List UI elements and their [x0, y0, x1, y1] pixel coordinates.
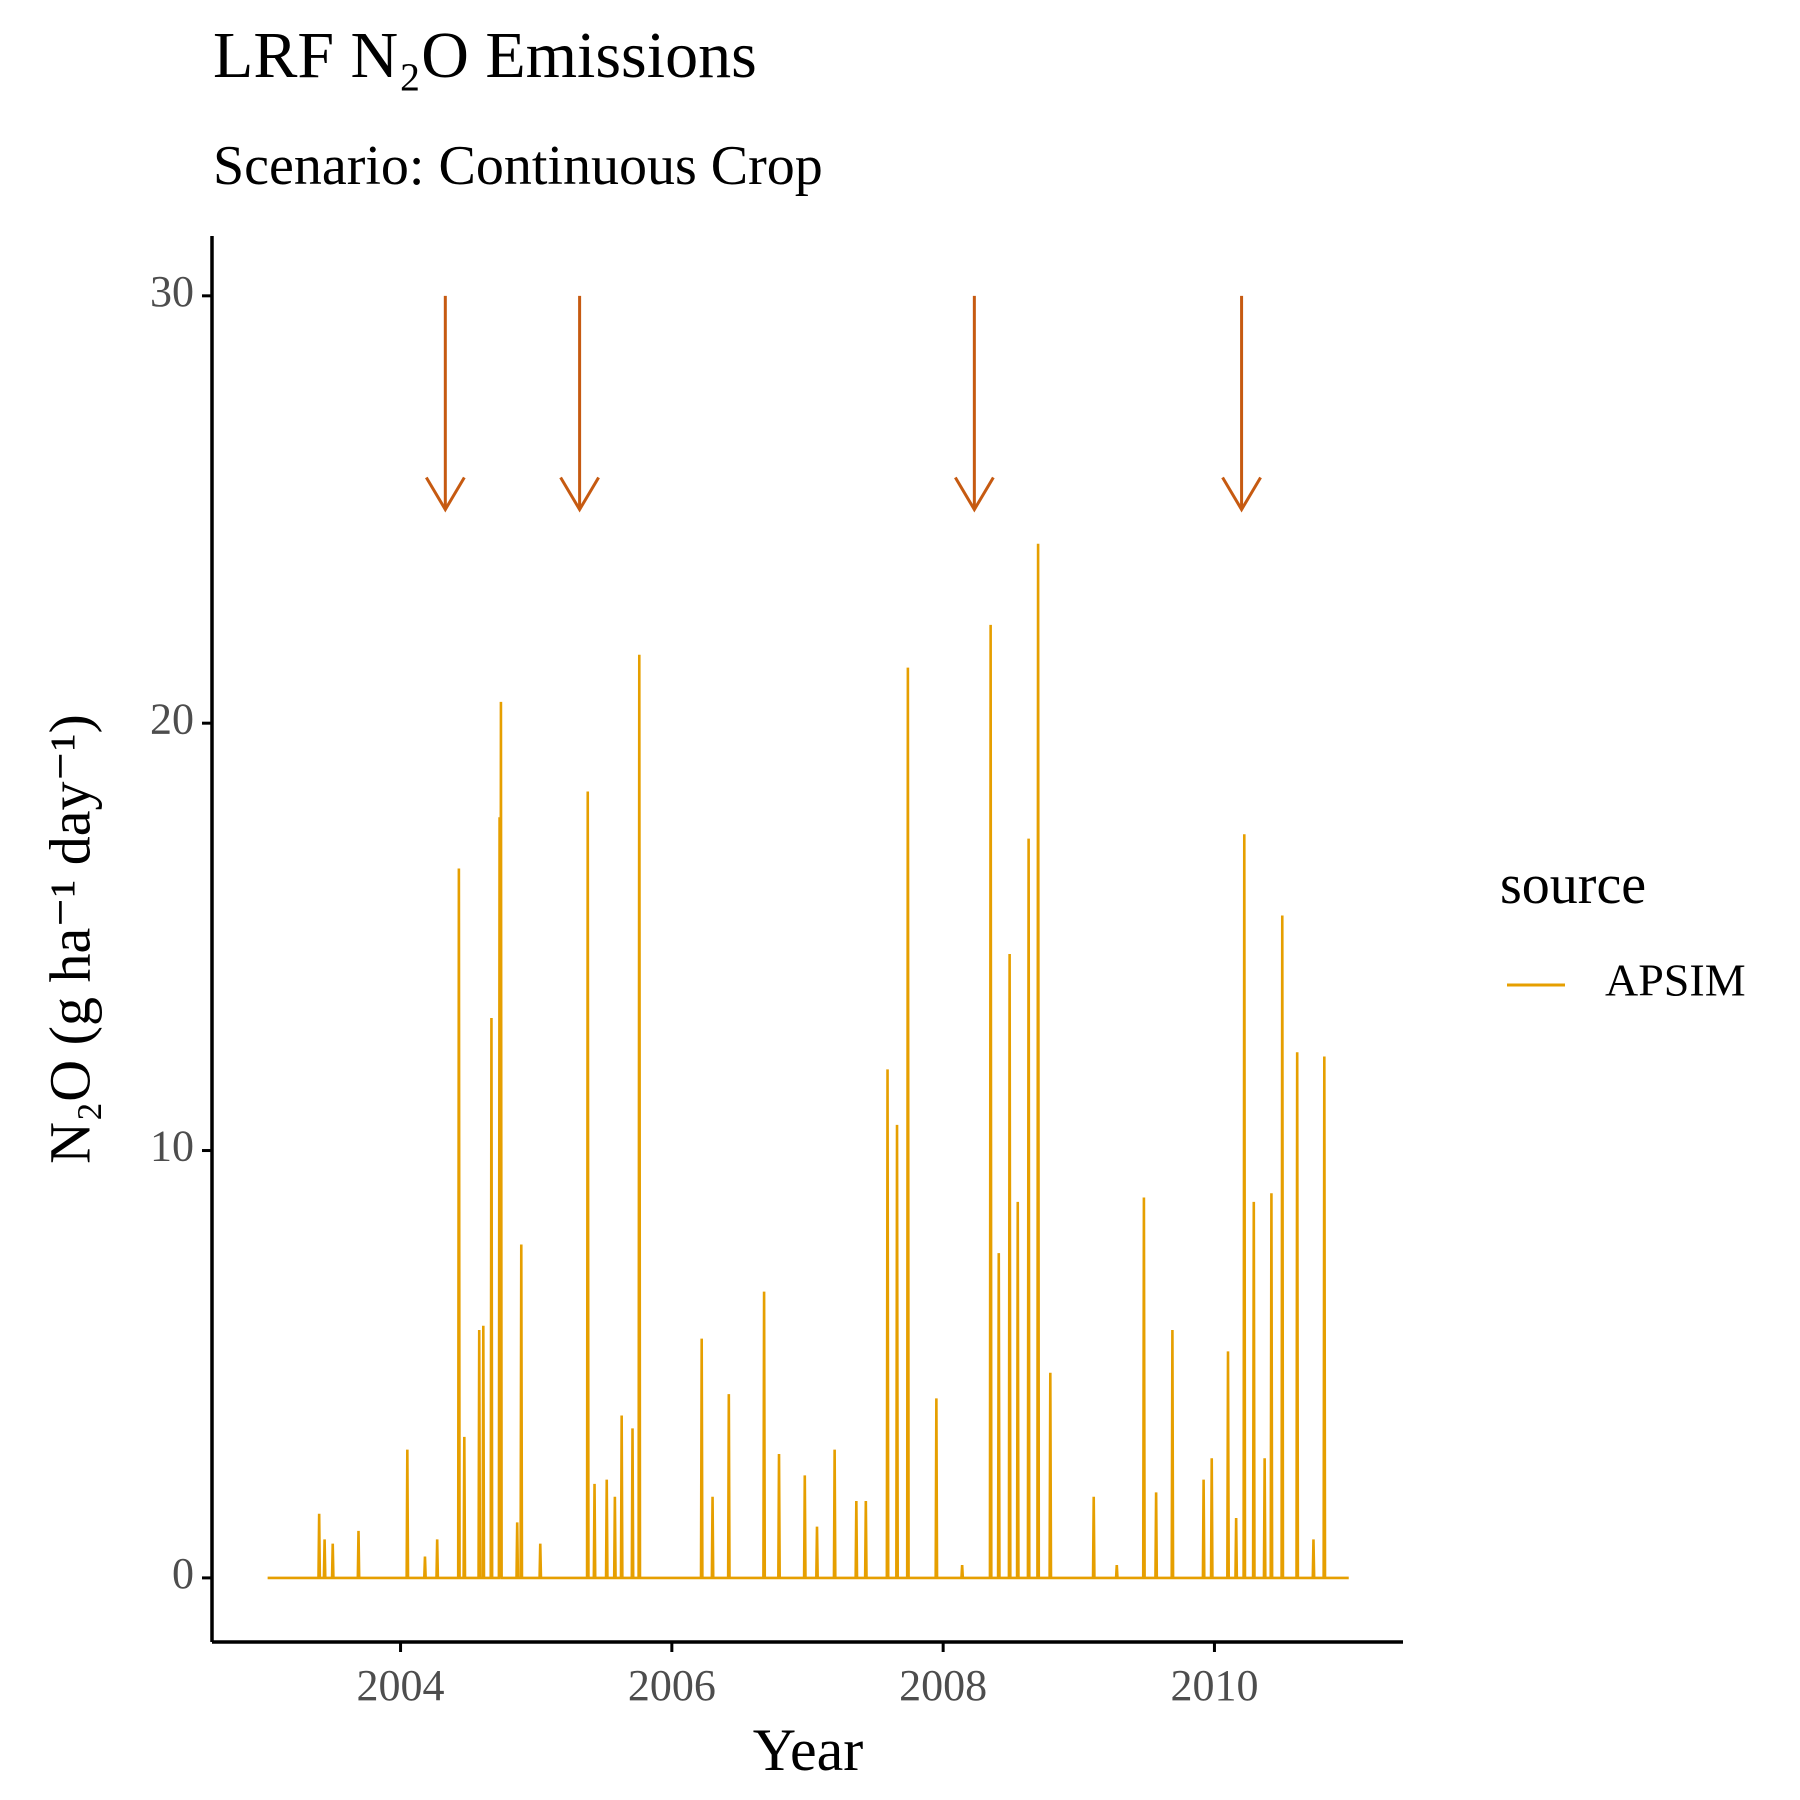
y-tick-label: 0	[172, 1549, 194, 1598]
legend-label: APSIM	[1605, 955, 1746, 1006]
annotation-arrowhead	[954, 476, 995, 513]
annotation-arrowhead	[559, 476, 600, 513]
y-tick-label: 20	[150, 694, 194, 743]
legend-title: source	[1500, 854, 1646, 916]
x-tick-label: 2004	[357, 1661, 445, 1710]
data-line	[267, 543, 1349, 1580]
chart-title: LRF N₂O Emissions	[213, 19, 757, 92]
x-tick-label: 2006	[628, 1661, 716, 1710]
y-tick-label: 30	[150, 267, 194, 316]
x-tick-label: 2008	[899, 1661, 987, 1710]
x-tick-label: 2010	[1170, 1661, 1258, 1710]
y-tick-label: 10	[150, 1122, 194, 1171]
annotation-arrowhead	[1221, 476, 1262, 513]
y-axis-title: N₂O (g ha⁻¹ day⁻¹)	[37, 714, 102, 1164]
chart-subtitle: Scenario: Continuous Crop	[213, 135, 823, 197]
annotation-arrowhead	[425, 476, 466, 513]
x-axis-title: Year	[753, 1717, 864, 1783]
